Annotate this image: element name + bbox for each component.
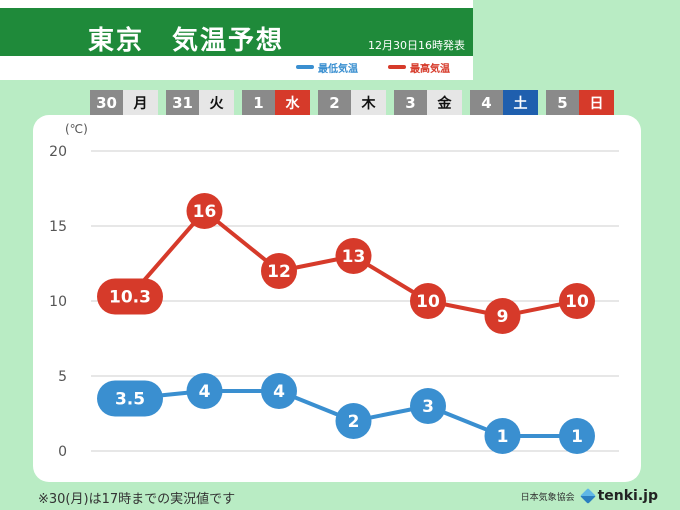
credit-brand: tenki.jp — [597, 488, 658, 504]
legend-min: 最低気温 — [296, 61, 358, 75]
day-weekday: 水 — [275, 90, 310, 115]
issued-time: 12月30日16時発表 — [368, 39, 465, 52]
y-tick-label: 20 — [49, 144, 67, 160]
data-point — [559, 283, 595, 319]
day-weekday: 金 — [427, 90, 462, 115]
y-tick-label: 10 — [49, 294, 67, 310]
data-label: 12 — [267, 262, 291, 282]
day-number: 5 — [546, 90, 579, 115]
y-axis-unit: (℃) — [65, 122, 88, 136]
day-weekday: 火 — [199, 90, 234, 115]
legend-min-swatch — [296, 65, 314, 69]
day-weekday: 土 — [503, 90, 538, 115]
data-label: 3 — [422, 397, 434, 417]
data-point — [97, 278, 163, 315]
page-title: 東京 気温予想 — [88, 26, 285, 56]
day-cell: 31 火 — [166, 90, 237, 115]
data-point — [559, 418, 595, 454]
data-point — [335, 238, 372, 274]
tenki-logo-icon — [579, 488, 596, 504]
data-point — [186, 373, 223, 409]
legend-min-label: 最低気温 — [318, 63, 358, 75]
legend-max: 最高気温 — [388, 61, 450, 75]
data-label: 2 — [348, 412, 360, 432]
data-label: 1 — [497, 427, 509, 447]
data-point — [261, 373, 297, 409]
legend-max-swatch — [388, 65, 406, 69]
day-weekday: 日 — [579, 90, 614, 115]
data-point — [186, 193, 223, 229]
data-label: 1 — [571, 427, 583, 447]
data-label: 4 — [199, 382, 211, 402]
data-label: 9 — [497, 307, 509, 327]
day-number: 30 — [90, 90, 123, 115]
data-label: 10 — [565, 292, 589, 312]
day-number: 1 — [242, 90, 275, 115]
credit: 日本気象協会 tenki.jp — [521, 488, 658, 504]
data-point — [484, 298, 521, 334]
data-point — [484, 418, 521, 454]
data-label: 10 — [416, 292, 440, 312]
legend-max-label: 最高気温 — [410, 63, 450, 75]
data-label: 16 — [193, 202, 217, 222]
header-panel: 東京 気温予想 12月30日16時発表 最低気温 最高気温 — [0, 0, 473, 80]
day-number: 3 — [394, 90, 427, 115]
day-number: 31 — [166, 90, 199, 115]
data-label: 10.3 — [109, 288, 151, 308]
data-point — [97, 380, 163, 417]
data-point — [410, 388, 446, 424]
footnote: ※30(月)は17時までの実況値です — [38, 492, 236, 507]
day-weekday: 月 — [123, 90, 158, 115]
day-cell: 30 月 — [90, 90, 161, 115]
day-header-row: 30 月 31 火 1 水 2 木 3 金 4 土 5 日 — [90, 90, 620, 115]
chart-panel: (℃) 0 5 10 15 20 10.3 16 12 13 10 9 10 3.5 4 4 2 3 1 1 — [33, 115, 641, 482]
y-tick-label: 0 — [58, 444, 67, 460]
data-label: 13 — [342, 247, 366, 267]
data-point — [335, 403, 372, 439]
temperature-chart: (℃) 0 5 10 15 20 10.3 16 12 13 10 9 10 3.5 4 4 2 3 1 1 — [49, 122, 619, 460]
data-label: 4 — [273, 382, 285, 402]
day-weekday: 木 — [351, 90, 386, 115]
y-tick-label: 15 — [49, 219, 67, 235]
day-number: 4 — [470, 90, 503, 115]
day-number: 2 — [318, 90, 351, 115]
y-tick-label: 5 — [58, 369, 67, 385]
credit-label: 日本気象協会 — [520, 492, 575, 503]
data-point — [410, 283, 446, 319]
data-point — [261, 253, 297, 289]
title-bar: 東京 気温予想 12月30日16時発表 — [0, 8, 473, 56]
data-label: 3.5 — [115, 390, 145, 410]
